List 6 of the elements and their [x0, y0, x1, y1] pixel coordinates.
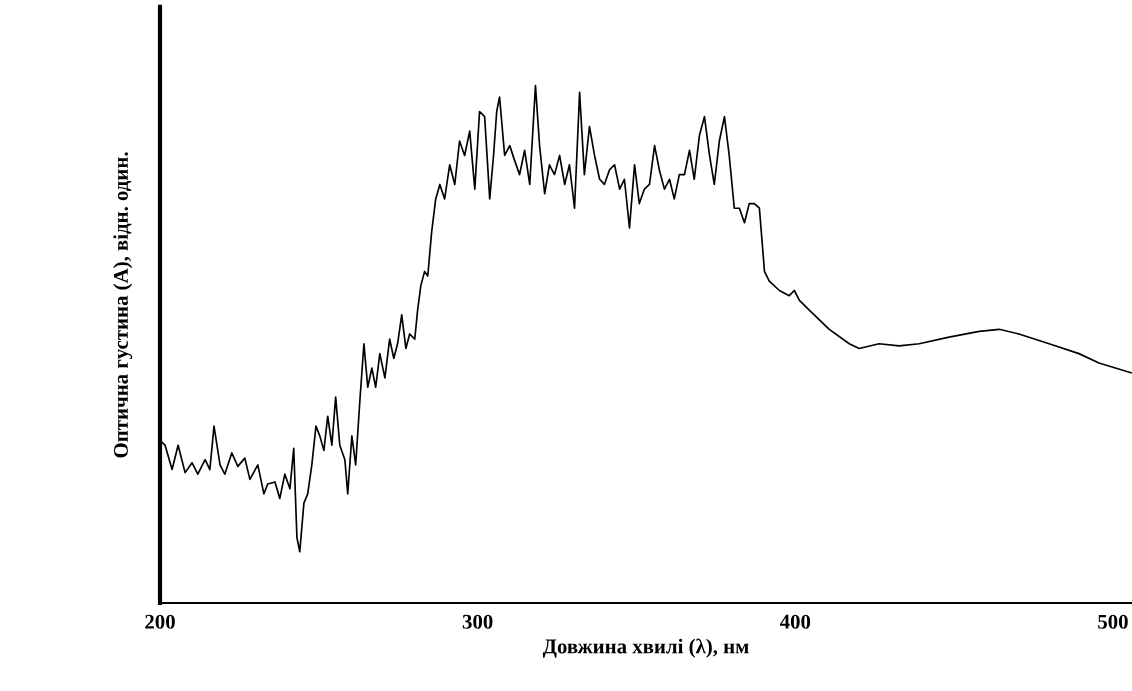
- y-axis-title: Оптична густина (А), відн. один.: [113, 152, 133, 458]
- x-tick-label: 200: [145, 614, 175, 629]
- x-tick-label: 400: [779, 614, 811, 629]
- x-tick-label: 500: [1098, 614, 1128, 629]
- x-tick-label: 300: [462, 614, 493, 629]
- x-axis-title: Довжина хвилі (λ), нм: [542, 638, 749, 658]
